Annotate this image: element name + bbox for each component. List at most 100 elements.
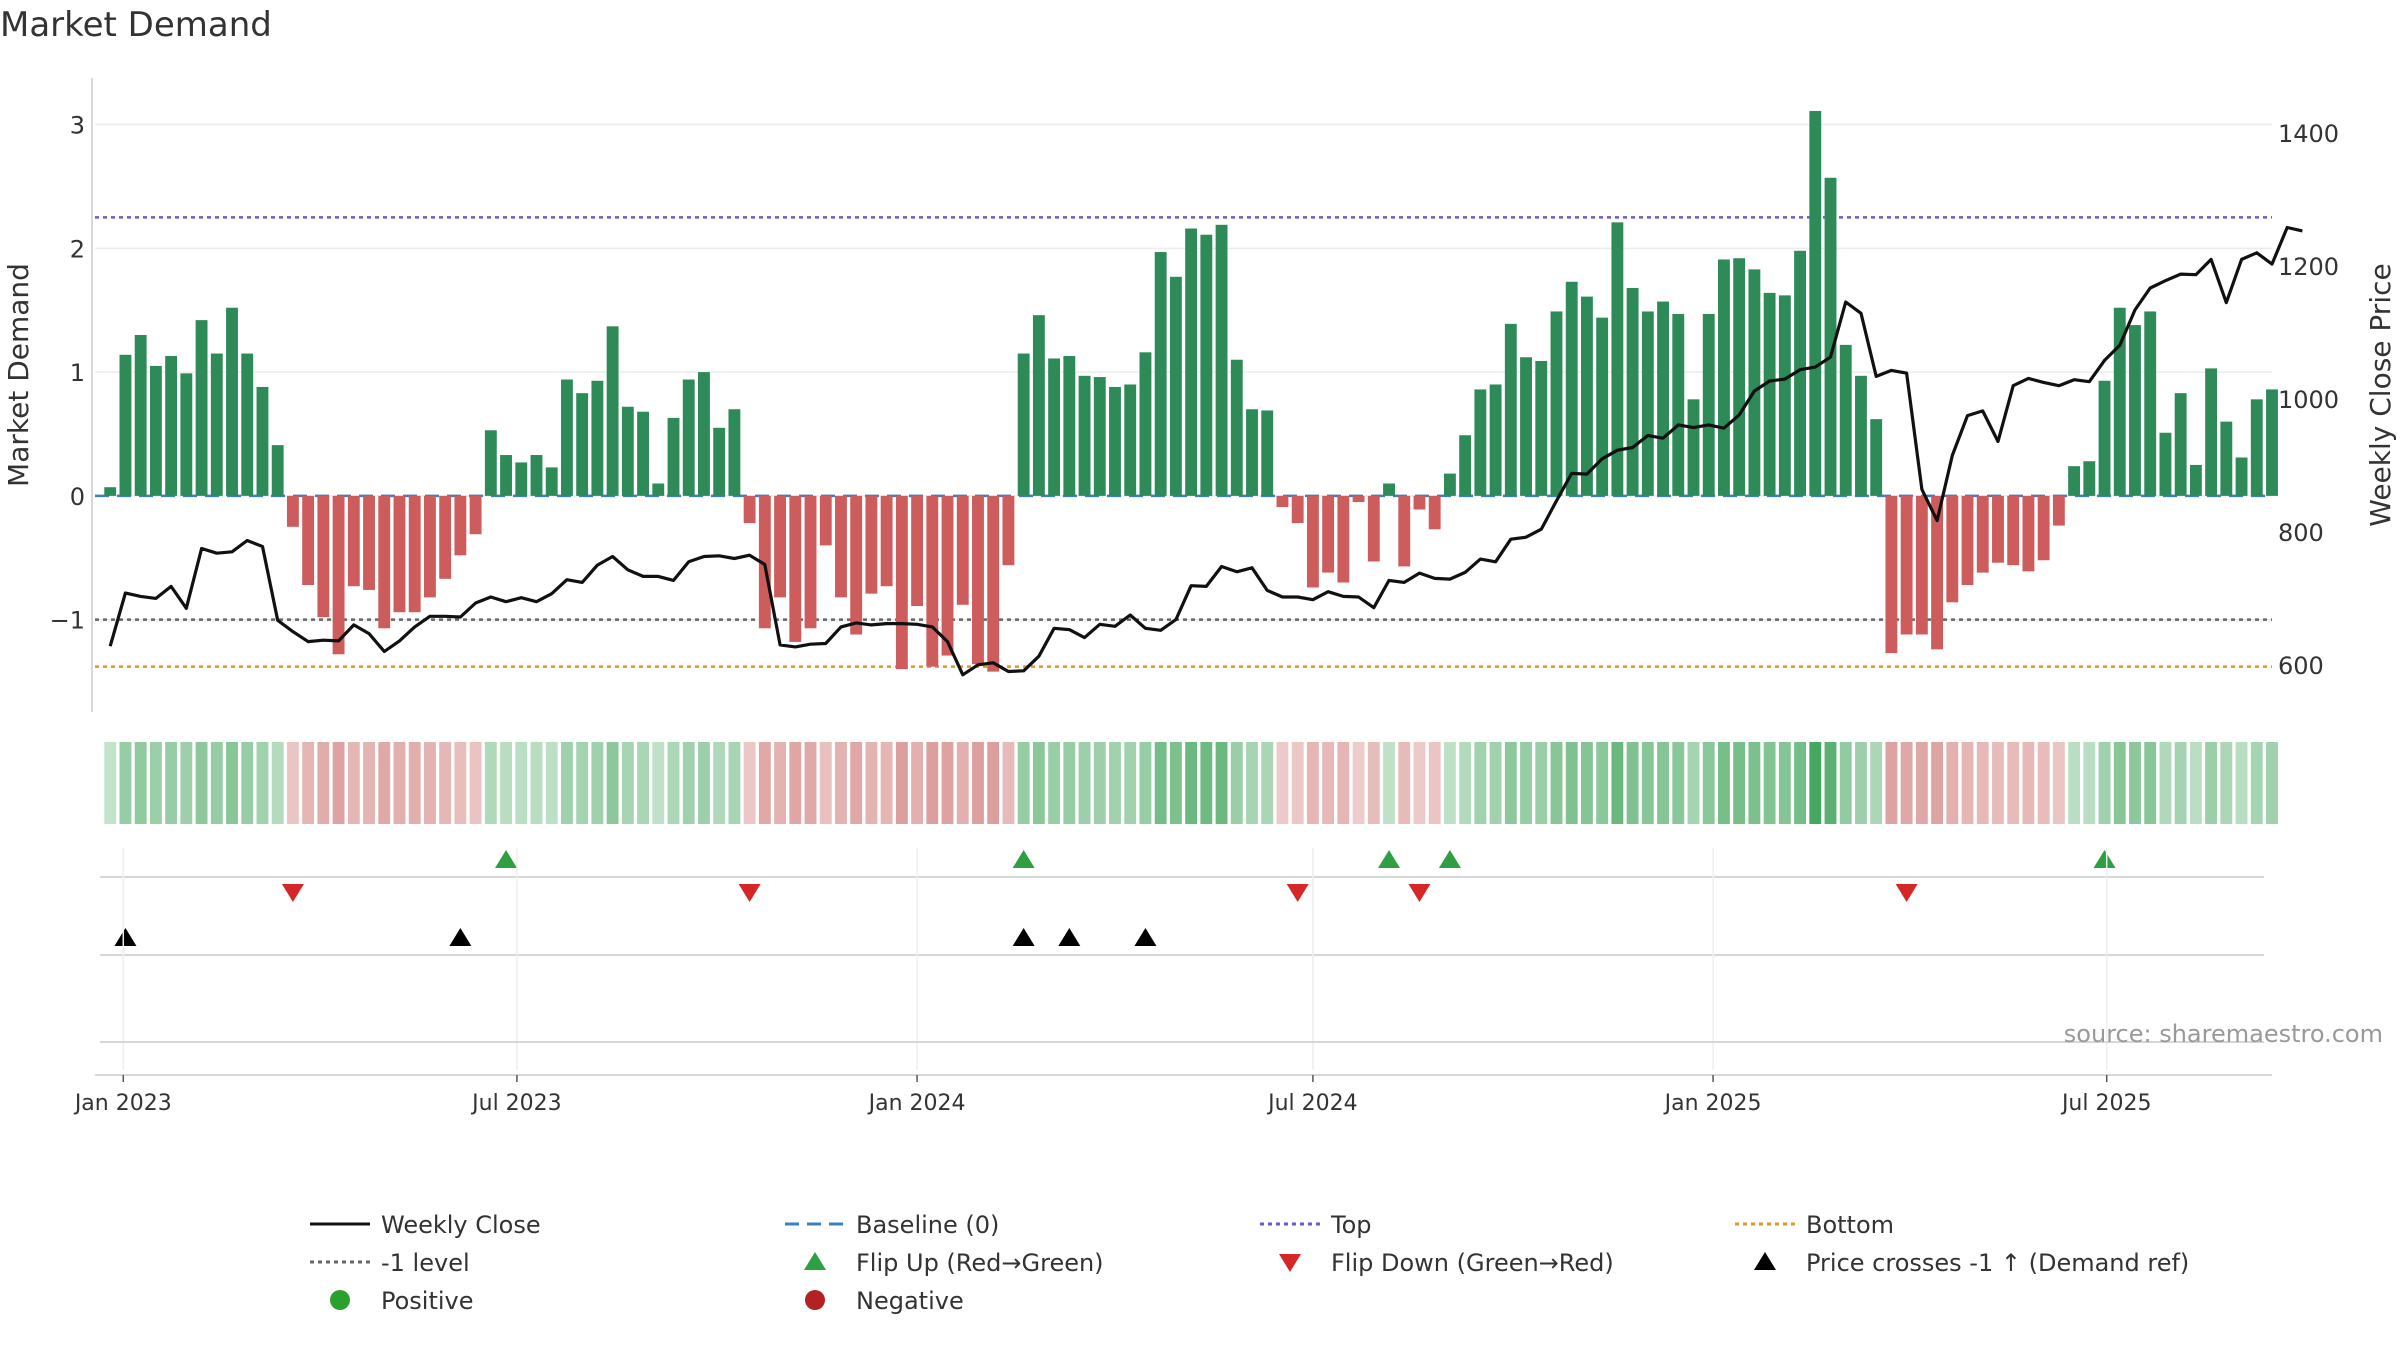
heat-cell-positive — [1261, 742, 1274, 824]
price-cross-marker — [1134, 928, 1157, 946]
positive-bar — [165, 356, 178, 496]
positive-bar — [226, 307, 238, 496]
heat-cell-positive — [1093, 742, 1106, 824]
heat-cell-negative — [1946, 742, 1959, 824]
legend-label: Positive — [381, 1287, 474, 1315]
heat-cell-positive — [1246, 742, 1258, 824]
heat-cell-positive — [2235, 742, 2248, 824]
positive-bar — [1048, 358, 1061, 496]
positive-bar — [1261, 410, 1274, 496]
heat-cell-negative — [1915, 742, 1928, 824]
negative-bar — [2052, 495, 2065, 526]
flip-up-marker — [1378, 850, 1401, 868]
heat-cell-negative — [1428, 742, 1441, 824]
heat-cell-positive — [1185, 742, 1198, 824]
y2-tick-label: 800 — [2278, 519, 2324, 547]
positive-bar — [1535, 360, 1548, 496]
positive-bar — [682, 379, 695, 496]
heat-cell-positive — [1139, 742, 1152, 824]
heat-cell-positive — [652, 742, 665, 824]
heat-cell-positive — [1017, 742, 1030, 824]
positive-bar — [1550, 311, 1563, 496]
negative-bar — [393, 495, 406, 613]
positive-bar — [1794, 250, 1807, 496]
x-tick-label: Jul 2024 — [1266, 1091, 1358, 1116]
heat-cell-negative — [987, 742, 1000, 824]
x-tick-label: Jan 2025 — [1663, 1091, 1762, 1116]
positive-bar — [1230, 359, 1243, 496]
heat-cell-negative — [347, 742, 360, 824]
negative-bar — [1291, 495, 1304, 524]
positive-bar — [1063, 356, 1076, 496]
positive-bar — [2174, 393, 2187, 496]
legend-item: Top — [1260, 1211, 1372, 1239]
negative-bar — [2037, 495, 2050, 561]
heat-cell-positive — [2144, 742, 2157, 824]
positive-bar — [1596, 317, 1609, 496]
positive-bar — [2129, 325, 2141, 496]
negative-bar — [880, 495, 893, 587]
negative-bar — [302, 495, 315, 585]
heat-cell-positive — [1824, 742, 1837, 824]
positive-bar — [241, 353, 254, 496]
heat-cell-positive — [1794, 742, 1807, 824]
negative-bar — [1002, 495, 1015, 566]
heat-cell-positive — [1032, 742, 1045, 824]
heat-cell-negative — [1976, 742, 1989, 824]
positive-bar — [1687, 399, 1700, 496]
heat-cell-positive — [2266, 742, 2278, 824]
positive-bar — [1611, 222, 1624, 496]
positive-bar — [530, 455, 543, 496]
positive-bar — [2068, 466, 2081, 496]
positive-bar — [698, 372, 710, 496]
heat-cell-negative — [439, 742, 452, 824]
heat-cell-negative — [2007, 742, 2020, 824]
positive-bar — [2220, 421, 2233, 496]
positive-bar — [484, 430, 497, 496]
negative-bar — [1961, 495, 1974, 585]
heat-cell-negative — [819, 742, 832, 824]
negative-bar — [423, 495, 436, 598]
positive-bar — [515, 462, 528, 496]
heat-cell-positive — [1611, 742, 1624, 824]
heat-cell-negative — [1367, 742, 1380, 824]
positive-bar — [2144, 311, 2157, 496]
heat-cell-positive — [2174, 742, 2187, 824]
positive-bar — [1641, 311, 1654, 496]
positive-bar — [621, 406, 634, 496]
heat-cell-positive — [104, 742, 117, 824]
heat-cell-positive — [576, 742, 589, 824]
positive-bar — [1855, 375, 1867, 496]
flip-up-marker — [1438, 850, 1461, 868]
negative-bar — [2007, 495, 2020, 566]
heat-cell-negative — [743, 742, 756, 824]
positive-bar — [1733, 258, 1746, 496]
positive-bar — [1185, 228, 1198, 496]
heat-cell-positive — [1443, 742, 1456, 824]
heat-cell-negative — [865, 742, 878, 824]
legend-label: Price crosses -1 ↑ (Demand ref) — [1806, 1249, 2189, 1277]
heat-cell-negative — [1306, 742, 1319, 824]
heat-cell-positive — [530, 742, 543, 824]
legend-label: Negative — [856, 1287, 964, 1315]
negative-bar — [789, 495, 802, 642]
price-cross-marker — [1012, 928, 1035, 946]
heat-cell-positive — [1580, 742, 1593, 824]
positive-bar — [1748, 269, 1761, 496]
positive-bar — [134, 334, 147, 496]
heat-cell-negative — [835, 742, 847, 824]
heat-cell-positive — [545, 742, 558, 824]
heat-cell-negative — [408, 742, 421, 824]
positive-bar — [2235, 457, 2248, 496]
negative-bar — [347, 495, 360, 587]
positive-bar — [1474, 389, 1487, 496]
positive-bar — [713, 427, 726, 496]
heat-cell-positive — [1733, 742, 1746, 824]
heat-cell-negative — [423, 742, 436, 824]
heat-cell-positive — [667, 742, 680, 824]
heat-cell-positive — [1154, 742, 1167, 824]
heat-cell-positive — [119, 742, 132, 824]
heat-cell-negative — [1398, 742, 1411, 824]
legend-item: Flip Up (Red→Green) — [804, 1249, 1104, 1277]
heat-cell-positive — [195, 742, 208, 824]
